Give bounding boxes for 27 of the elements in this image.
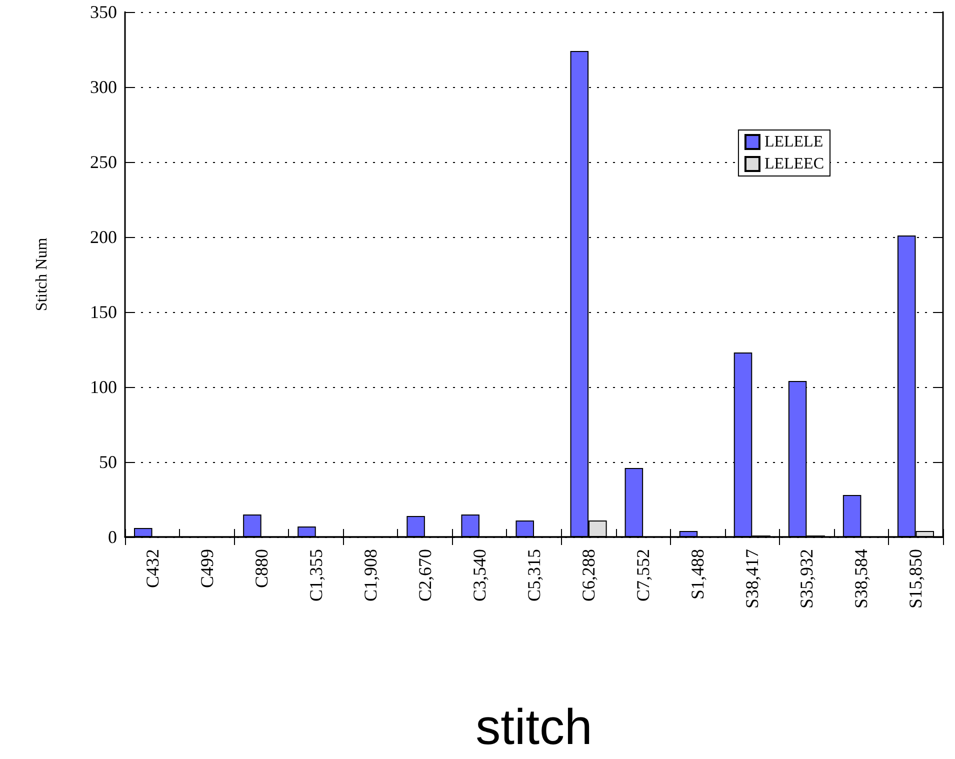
legend-label: LELELE	[764, 134, 824, 150]
y-tick-label: 100	[90, 377, 117, 397]
x-tick-label: S35,932	[796, 549, 817, 609]
x-axis-title: stitch	[476, 699, 592, 755]
x-tick-label: C432	[142, 549, 162, 588]
x-tick-label: S1,488	[688, 549, 708, 600]
y-tick-label: 200	[90, 227, 117, 247]
x-tick-label: C1,355	[306, 549, 326, 602]
x-tick-label: C7,552	[633, 549, 654, 602]
x-tick-label: C6,288	[578, 549, 599, 602]
y-tick-label: 250	[90, 152, 117, 172]
y-tick-label: 350	[90, 2, 117, 22]
x-tick-label: C2,670	[414, 549, 435, 602]
y-tick-label: 150	[90, 302, 117, 322]
y-tick-label: 0	[108, 527, 117, 547]
x-tick-label: S38,584	[851, 549, 872, 609]
y-tick-label: 50	[99, 452, 117, 472]
legend-label: LELEEC	[764, 156, 824, 172]
y-tick-label: 300	[90, 77, 117, 97]
x-tick-label: C3,540	[469, 549, 490, 602]
x-tick-label: S15,850	[906, 549, 926, 609]
x-tick-label: C499	[196, 549, 217, 588]
x-tick-label: C880	[251, 549, 272, 588]
x-tick-label: S38,417	[742, 549, 762, 609]
x-tick-label: C5,315	[524, 549, 544, 602]
y-axis-title: Stitch Num	[34, 237, 50, 312]
x-tick-label: C1,908	[360, 549, 380, 602]
